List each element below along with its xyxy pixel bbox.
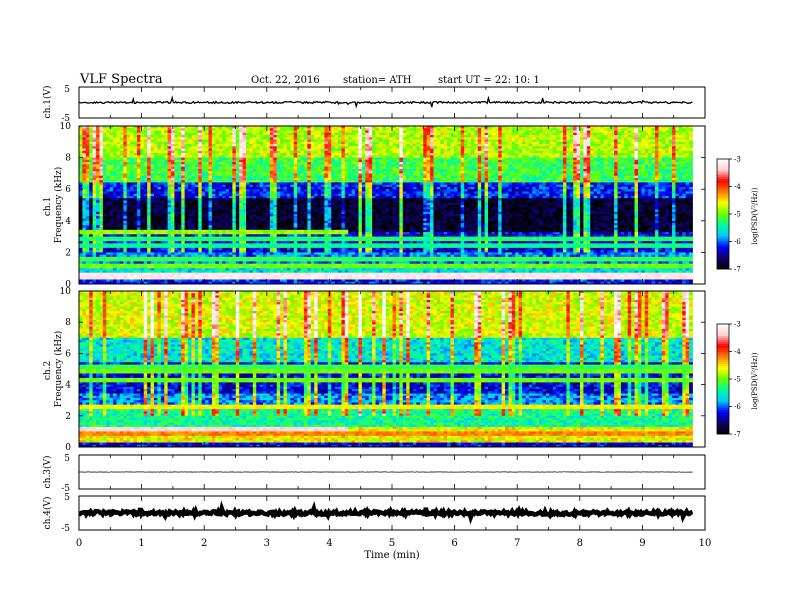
ch1-ytick-top: 5 <box>64 85 70 95</box>
ch1-waveform-trace <box>79 98 693 107</box>
ch1-waveform-panel: 5 -5 ch.1(V) <box>42 85 705 124</box>
ch1-waveform-ylabel: ch.1(V) <box>42 86 53 119</box>
station-label: station= ATH <box>343 75 412 86</box>
date-label: Oct. 22, 2016 <box>251 75 320 86</box>
figure-title: VLF Spectra <box>79 72 163 87</box>
start-ut-label: start UT = 22: 10: 1 <box>438 75 540 86</box>
ch1-spectrogram-cells <box>79 126 693 284</box>
